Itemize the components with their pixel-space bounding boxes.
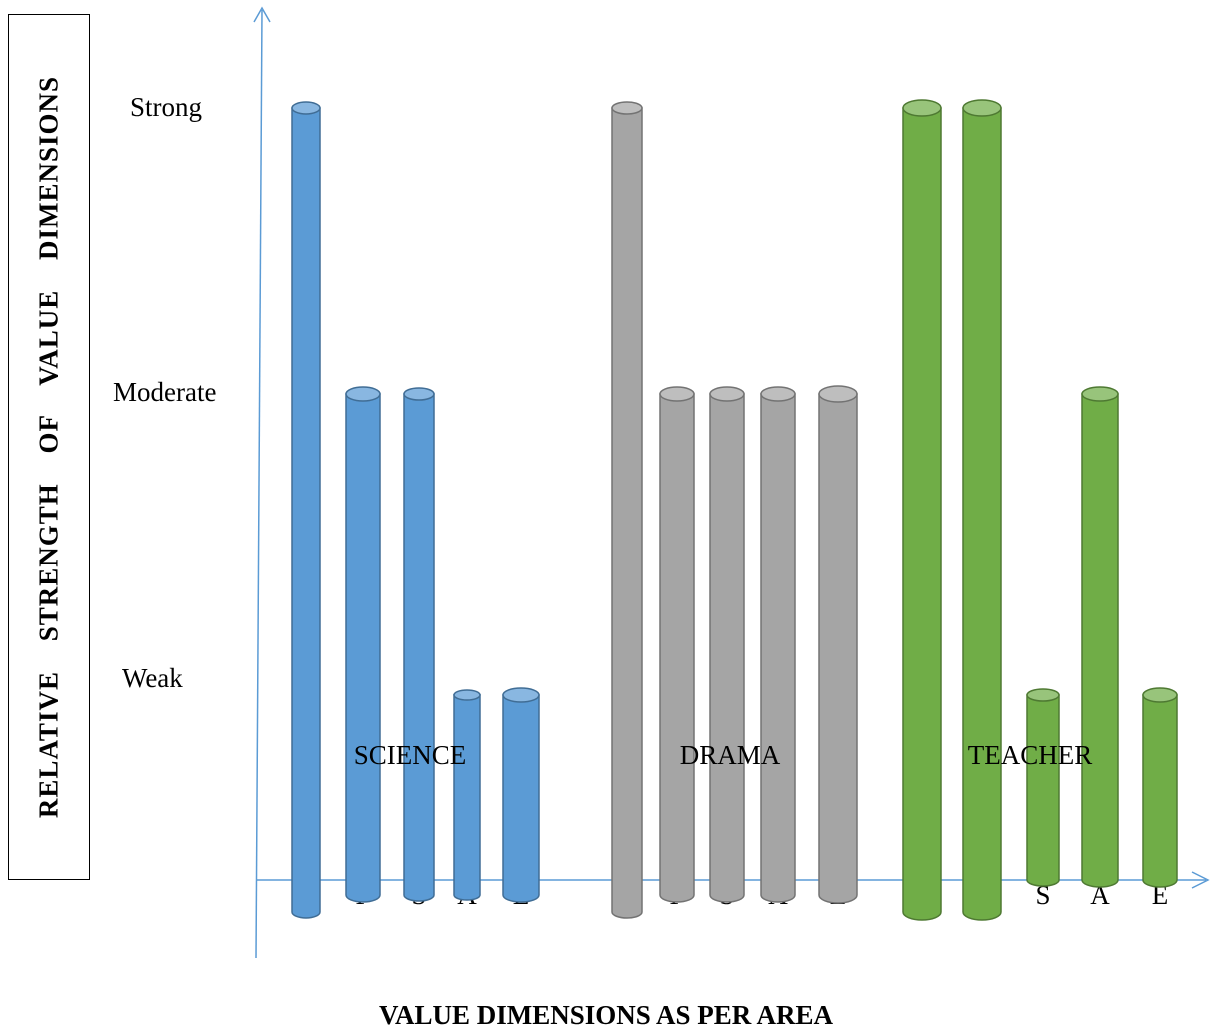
group-label-teacher: TEACHER bbox=[967, 740, 1093, 770]
bar-science-1 bbox=[291, 101, 321, 919]
bar-label-teacher-3: S bbox=[1035, 880, 1050, 910]
bar-drama-2 bbox=[659, 386, 695, 903]
bar-drama-1 bbox=[611, 101, 643, 919]
group-label-drama: DRAMA bbox=[679, 740, 781, 770]
y-level-strong: Strong bbox=[130, 92, 203, 122]
y-level-weak: Weak bbox=[122, 663, 183, 693]
bar-drama-4 bbox=[760, 386, 796, 903]
group-label-science: SCIENCE bbox=[353, 740, 467, 770]
bar-drama-5 bbox=[818, 385, 858, 904]
bar-drama-3 bbox=[709, 386, 745, 903]
y-axis-line bbox=[255, 9, 263, 959]
bar-science-2 bbox=[345, 386, 381, 903]
x-axis-arrow bbox=[1191, 871, 1210, 889]
bar-science-3 bbox=[403, 387, 435, 902]
bar-science-5 bbox=[502, 687, 540, 903]
bar-teacher-3 bbox=[1026, 688, 1060, 887]
bar-teacher-4 bbox=[1081, 386, 1119, 888]
bar-teacher-5 bbox=[1142, 687, 1178, 888]
y-axis-arrow bbox=[253, 6, 271, 23]
bar-science-4 bbox=[453, 689, 481, 901]
y-axis-title-box: RELATIVE STRENGTH OF VALUE DIMENSIONS bbox=[8, 14, 90, 880]
bar-teacher-2 bbox=[962, 99, 1002, 921]
y-level-moderate: Moderate bbox=[113, 377, 217, 407]
bar-teacher-1 bbox=[902, 99, 942, 921]
x-axis-title: VALUE DIMENSIONS AS PER AREA bbox=[378, 1000, 834, 1030]
